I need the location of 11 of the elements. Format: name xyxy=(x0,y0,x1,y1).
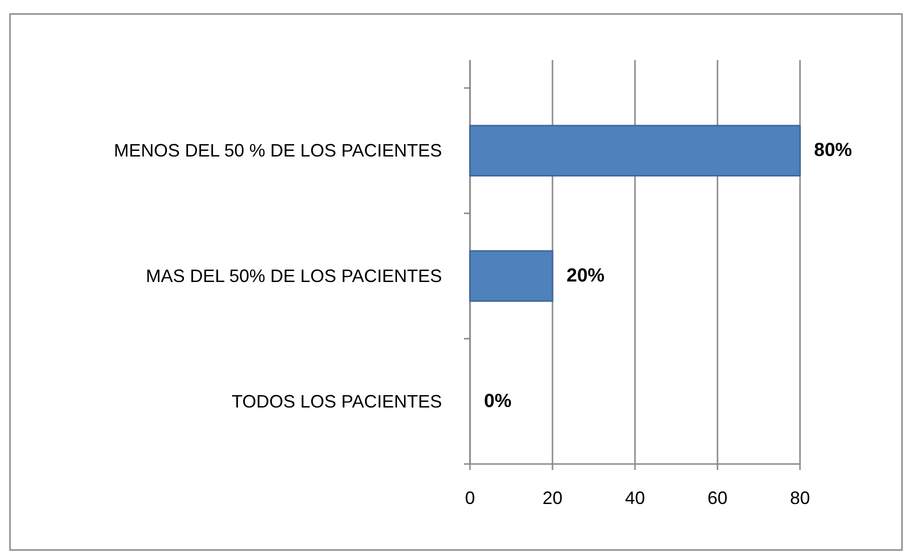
data-label: 0% xyxy=(484,390,512,412)
y-tick-label: MAS DEL 50% DE LOS PACIENTES xyxy=(146,266,442,286)
x-tick-label: 40 xyxy=(624,488,646,508)
x-tick-label: 80 xyxy=(790,488,810,508)
x-tick-label: 0 xyxy=(464,488,476,508)
y-tick-label: TODOS LOS PACIENTES xyxy=(232,391,442,412)
data-label: 20% xyxy=(566,266,605,286)
y-tick-label: MENOS DEL 50 % DE LOS PACIENTES xyxy=(114,140,442,161)
x-tick-label: 20 xyxy=(542,488,563,508)
data-label: 80% xyxy=(814,140,852,162)
x-tick-label: 60 xyxy=(707,488,728,508)
